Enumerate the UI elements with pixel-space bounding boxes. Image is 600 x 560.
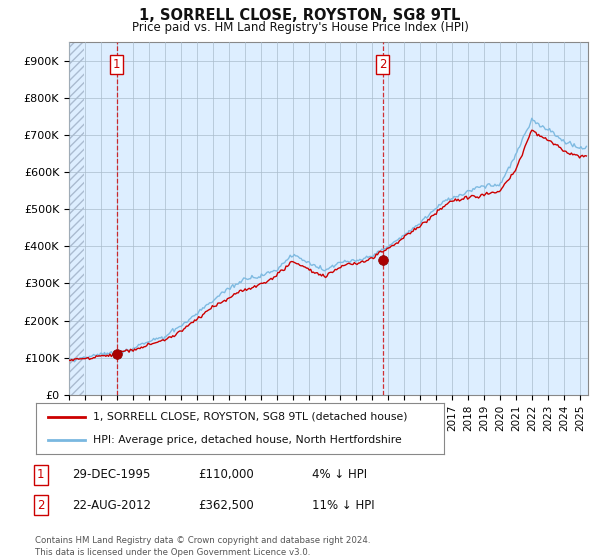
Text: 4% ↓ HPI: 4% ↓ HPI <box>312 468 367 482</box>
Text: 1, SORRELL CLOSE, ROYSTON, SG8 9TL (detached house): 1, SORRELL CLOSE, ROYSTON, SG8 9TL (deta… <box>93 412 407 422</box>
Text: £362,500: £362,500 <box>198 498 254 512</box>
Text: 2: 2 <box>37 498 44 512</box>
Text: HPI: Average price, detached house, North Hertfordshire: HPI: Average price, detached house, Nort… <box>93 435 402 445</box>
Text: 2: 2 <box>379 58 386 71</box>
Text: Contains HM Land Registry data © Crown copyright and database right 2024.
This d: Contains HM Land Registry data © Crown c… <box>35 536 370 557</box>
Text: 29-DEC-1995: 29-DEC-1995 <box>72 468 151 482</box>
Text: 22-AUG-2012: 22-AUG-2012 <box>72 498 151 512</box>
Text: 1, SORRELL CLOSE, ROYSTON, SG8 9TL: 1, SORRELL CLOSE, ROYSTON, SG8 9TL <box>139 8 461 24</box>
Text: Price paid vs. HM Land Registry's House Price Index (HPI): Price paid vs. HM Land Registry's House … <box>131 21 469 34</box>
Text: 1: 1 <box>113 58 121 71</box>
Text: £110,000: £110,000 <box>198 468 254 482</box>
Text: 11% ↓ HPI: 11% ↓ HPI <box>312 498 374 512</box>
Text: 1: 1 <box>37 468 44 482</box>
